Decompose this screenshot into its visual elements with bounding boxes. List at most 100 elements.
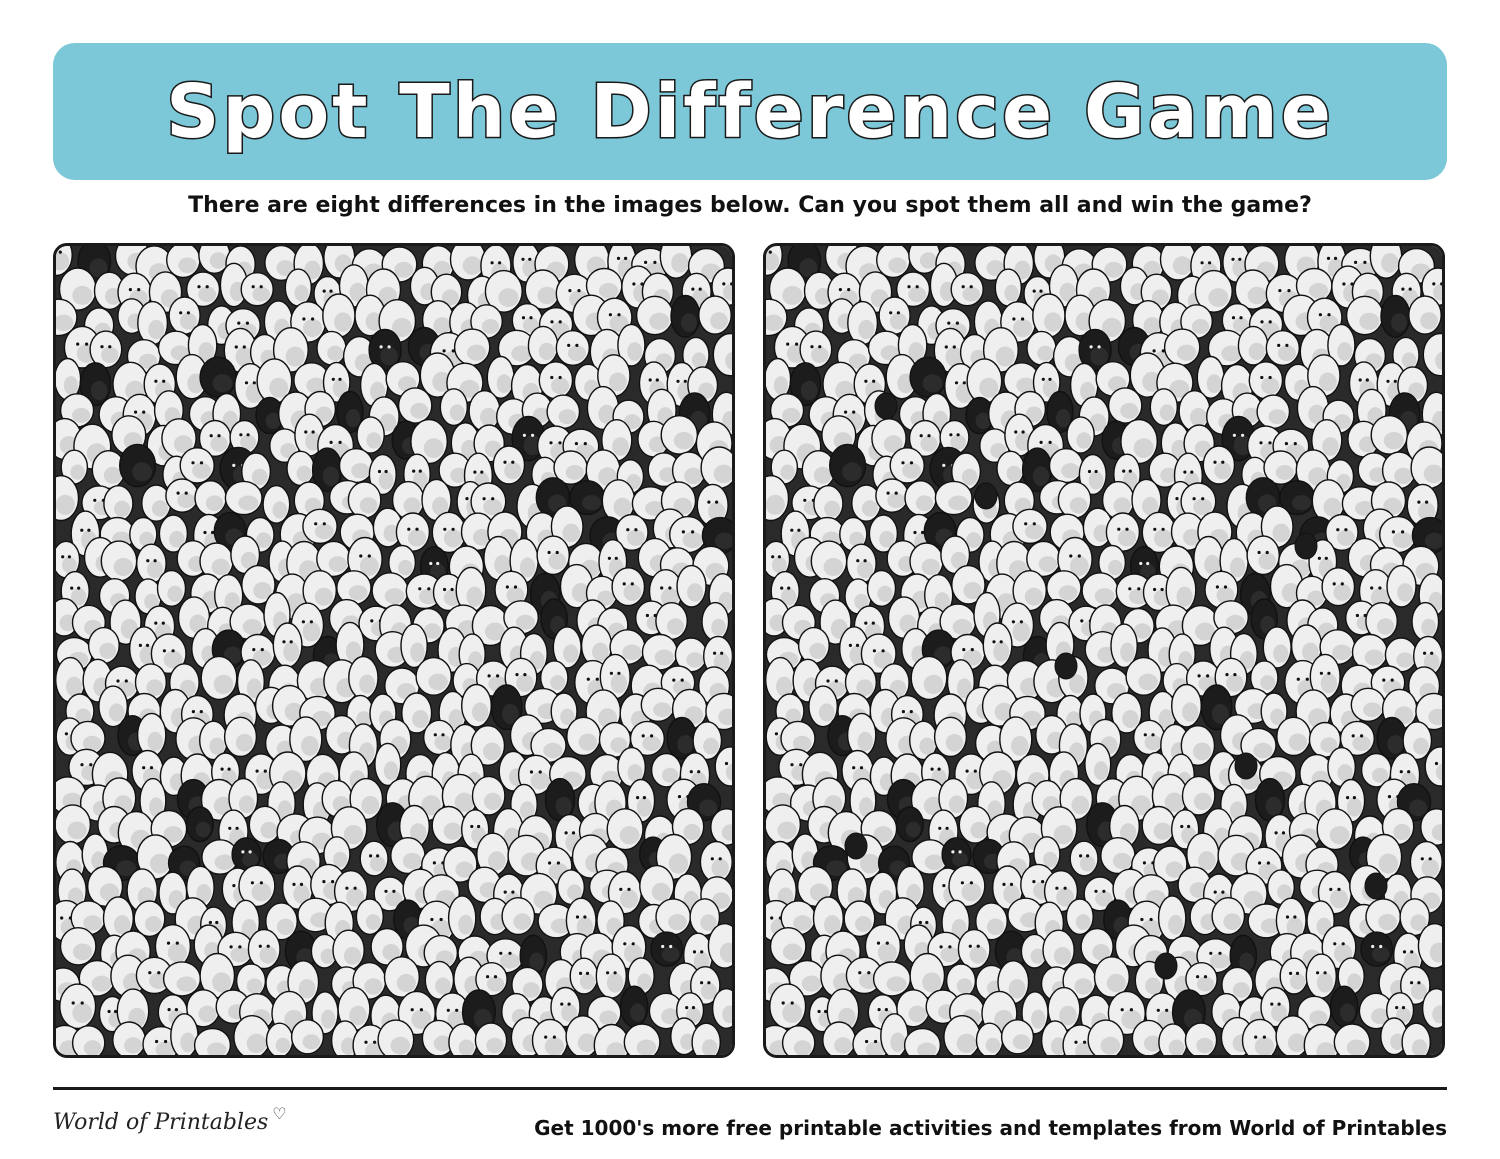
crowd-figure-eye [626,528,630,532]
difference-spot[interactable] [1154,952,1178,980]
crowd-figure-shade [520,801,535,820]
crowd-figure-shade [1008,979,1026,999]
crowd-figure-shade [1378,853,1399,874]
crowd-figure-eye [642,796,647,800]
crowd-figure-shade [1093,524,1110,542]
crowd-figure-shade [620,889,638,909]
crowd-figure-eye [1180,824,1184,829]
difference-spot[interactable] [1364,872,1388,900]
crowd-figure-eye [108,345,112,349]
crowd-figure-eye [1344,528,1348,532]
crowd-figure-shade [1376,618,1395,635]
crowd-figure-eye [1399,770,1403,774]
crowd-figure-shade [150,853,170,874]
crowd-figure-shade [379,413,397,432]
crowd-figure-shade [815,288,832,305]
crowd-figure-eye [1319,671,1323,675]
crowd-figure-eye [689,770,693,774]
crowd-figure-shade [1145,977,1161,995]
crowd-figure-eye [1153,587,1157,592]
crowd-figure-shade [555,796,572,816]
crowd-figure-shade [861,500,878,517]
crowd-figure-shade [483,498,503,516]
crowd-figure-eye [918,920,922,925]
difference-spot[interactable] [1054,652,1078,680]
crowd-figure-shade [432,496,449,516]
crowd-figure-eye [700,950,704,954]
crowd-figure-shade [304,260,321,280]
crowd-figure-shade [246,1033,267,1053]
crowd-figure-shade [212,374,233,393]
crowd-figure-eye [574,442,579,446]
crowd-figure-shade [994,702,1014,721]
crowd-figure-shade [785,708,801,724]
difference-spot[interactable] [844,832,868,860]
crowd-figure-shade [908,342,924,361]
difference-spot[interactable] [874,392,898,420]
crowd-figure-shade [443,822,462,840]
left-image-panel[interactable] [53,243,735,1058]
crowd-figure-shade [523,435,542,456]
crowd-figure-shade [276,260,295,276]
crowd-figure-eye [1039,289,1043,293]
crowd-figure-eye [1410,981,1414,985]
crowd-figure-shade [441,289,459,306]
crowd-figure-shade [1212,703,1229,724]
crowd-figure-eye [579,971,583,976]
crowd-figure-eye [1160,587,1164,592]
crowd-figure-eye [252,648,256,652]
crowd-illustration-left[interactable] [56,246,732,1055]
crowd-figure-shade [1143,1035,1162,1052]
crowd-figure-shade [661,1008,680,1025]
crowd-figure-eye [299,882,304,887]
difference-spot[interactable] [1294,532,1318,560]
crowd-figure-shade [1004,284,1019,302]
crowd-figure-eye [80,763,84,767]
difference-spot[interactable] [1234,752,1258,780]
crowd-figure-eye [1209,951,1213,955]
crowd-figure-shade [396,973,416,993]
crowd-figure-shade [466,344,487,361]
crowd-figure-shade [314,587,333,606]
right-image-panel[interactable] [763,243,1445,1058]
crowd-figure-shade [196,884,212,903]
crowd-figure-eye [1048,377,1052,381]
crowd-figure-shade [1333,583,1352,601]
crowd-figure-shade [773,376,788,395]
crowd-figure-eye [1206,674,1210,678]
crowd-figure-eye [1401,287,1405,291]
crowd-figure-shade [1281,583,1300,603]
crowd-figure-shade [1012,621,1031,642]
crowd-figure-eye [245,321,249,325]
crowd-figure-shade [781,588,797,606]
crowd-figure-eye [1390,678,1394,682]
crowd-figure-eye [529,770,534,774]
crowd-figure-shade [606,972,624,993]
crowd-figure-shade [346,409,361,428]
crowd-figure-eye [89,763,93,767]
crowd-figure-shade [951,919,967,939]
crowd-figure-eye [392,889,396,893]
crowd-figure-eye [698,287,702,291]
crowd-figure-eye [220,767,224,771]
crowd-figure-shade [873,826,893,843]
crowd-figure-eye [1277,1002,1281,1006]
difference-spot[interactable] [974,482,998,510]
crowd-figure-eye [909,710,913,714]
crowd-illustration-right[interactable] [766,246,1442,1055]
crowd-figure-shade [699,799,718,817]
crowd-figure-eye [1371,944,1375,949]
crowd-figure-shade [1364,649,1384,666]
crowd-figure-eye [858,971,862,975]
crowd-figure-eye [645,613,650,618]
crowd-figure-shade [454,792,474,812]
crowd-figure-shade [1226,674,1244,692]
crowd-figure-shade [359,497,378,514]
crowd-figure-eye [155,1039,159,1044]
crowd-figure-shade [116,860,137,876]
crowd-figure-shade [1424,532,1442,549]
crowd-figure-shade [1104,261,1124,278]
crowd-figure-eye [617,313,621,317]
crowd-figure-eye [241,850,245,854]
crowd-figure-eye [1231,316,1236,320]
